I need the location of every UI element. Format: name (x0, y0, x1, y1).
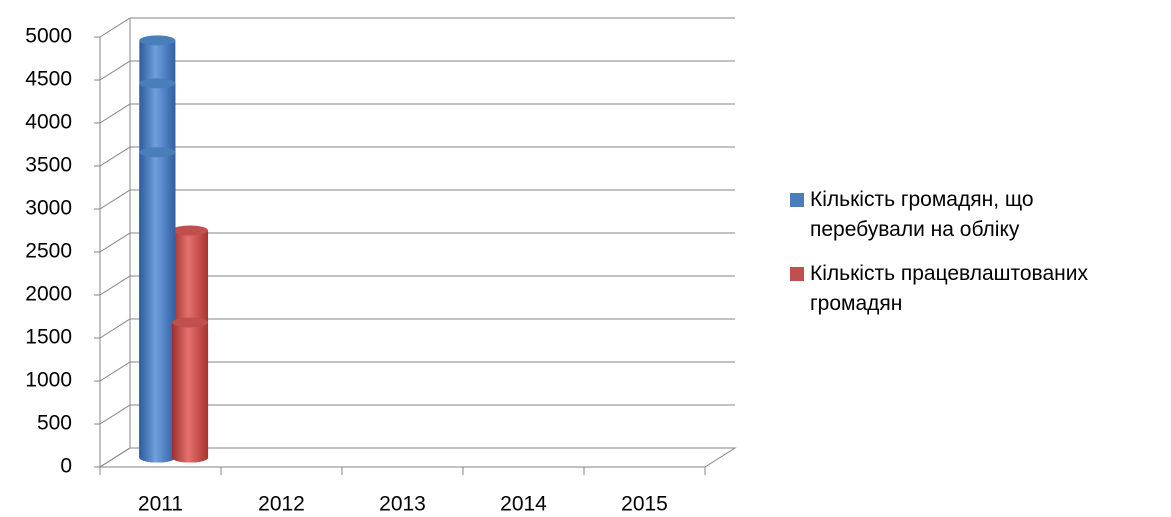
y-tick-label: 1000 (25, 369, 72, 392)
y-tick-label: 2000 (25, 283, 72, 306)
grid-line (99, 103, 131, 124)
x-tick-label: 2015 (621, 493, 668, 516)
x-tick-label: 2013 (379, 493, 426, 516)
y-tick-label: 3500 (25, 154, 72, 177)
legend-label: Кількість громадян, що перебували на обл… (810, 188, 1034, 241)
y-tick-label: 2500 (25, 240, 72, 263)
cylinder-top (139, 35, 176, 46)
legend-label: Кількість працевлаштованих громадян (810, 262, 1088, 315)
y-tick-label: 4000 (25, 111, 72, 134)
cylinder (139, 147, 176, 463)
y-tick-label: 4500 (25, 68, 72, 91)
x-tick-label: 2011 (138, 493, 183, 516)
grid-line (99, 60, 131, 81)
grid-line (99, 318, 131, 339)
grid-line (99, 275, 131, 296)
cylinder-top (172, 317, 209, 328)
legend: Кількість громадян, що перебували на обл… (790, 185, 1160, 333)
legend-swatch (790, 193, 804, 207)
grid-line (99, 404, 131, 425)
legend-swatch (790, 267, 804, 281)
y-tick-label: 5000 (25, 25, 72, 48)
y-tick-label: 500 (37, 412, 72, 435)
legend-item: Кількість працевлаштованих громадян (790, 259, 1160, 319)
y-tick-label: 0 (60, 455, 72, 478)
bar (172, 322, 209, 458)
cylinder-top (172, 225, 209, 236)
legend-item: Кількість громадян, що перебували на обл… (790, 185, 1160, 245)
cylinder-top (139, 78, 176, 89)
cylinder-top (139, 147, 176, 158)
cylinder (172, 317, 209, 463)
grid-line (99, 189, 131, 210)
y-tick-label: 3000 (25, 197, 72, 220)
grid-line (99, 361, 131, 382)
bar (139, 152, 176, 458)
x-tick-label: 2014 (500, 493, 547, 516)
y-tick-label: 1500 (25, 326, 72, 349)
x-tick-label: 2012 (258, 493, 305, 516)
grid-line (99, 232, 131, 253)
grid-line (99, 447, 131, 468)
grid-line (99, 146, 131, 167)
grid-line (99, 17, 131, 38)
